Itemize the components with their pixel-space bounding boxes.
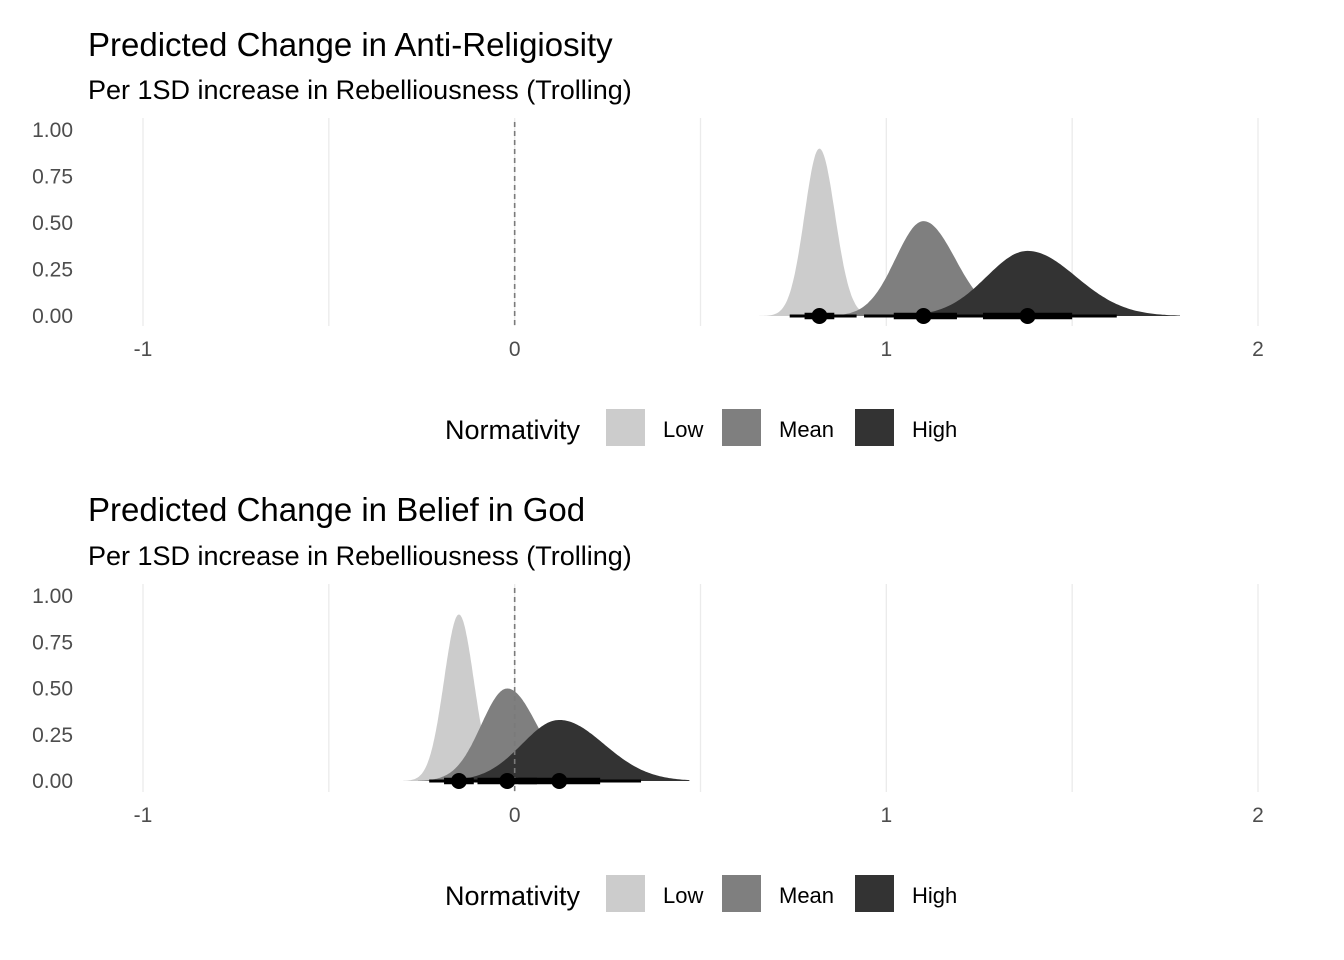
point-estimate-high <box>1019 308 1036 324</box>
legend-label-low: Low <box>663 417 703 442</box>
x-tick-label: 0 <box>509 804 521 827</box>
legend: Normativity Low Mean High <box>445 409 957 446</box>
x-tick-label: 2 <box>1252 338 1264 361</box>
legend-title: Normativity <box>445 881 581 911</box>
y-tick-labels: 0.00 0.25 0.50 0.75 1.00 <box>32 585 73 793</box>
x-tick-labels: -1 0 1 2 <box>134 338 1264 361</box>
density-areas <box>403 614 690 781</box>
x-tick-label: 1 <box>880 338 892 361</box>
grid <box>142 584 1259 792</box>
point-estimate-low <box>811 308 828 324</box>
chart-title: Predicted Change in Belief in God <box>88 491 585 528</box>
interval-markers <box>429 773 642 789</box>
y-tick-label: 0.75 <box>32 166 73 189</box>
legend-label-high: High <box>912 883 957 908</box>
legend-swatch-low <box>606 875 645 912</box>
chart-panel-belief-in-god: Predicted Change in Belief in God Per 1S… <box>32 491 1264 912</box>
density-area-low <box>745 148 902 316</box>
point-estimate-mean <box>915 308 932 324</box>
legend-label-low: Low <box>663 883 703 908</box>
density-area-mean <box>812 221 1035 316</box>
density-area-high <box>871 250 1180 316</box>
legend-label-mean: Mean <box>779 883 834 908</box>
x-tick-label: 0 <box>509 338 521 361</box>
y-tick-label: 0.00 <box>32 305 73 328</box>
y-tick-label: 0.00 <box>32 770 73 793</box>
legend-label-high: High <box>912 417 957 442</box>
y-tick-label: 1.00 <box>32 585 73 608</box>
y-tick-label: 0.25 <box>32 724 73 747</box>
chart-title: Predicted Change in Anti-Religiosity <box>88 26 613 63</box>
density-areas <box>745 148 1180 316</box>
y-tick-label: 0.25 <box>32 259 73 282</box>
legend-swatch-low <box>606 409 645 446</box>
density-area-mean <box>418 688 604 781</box>
point-estimate-high <box>551 773 568 789</box>
legend-label-mean: Mean <box>779 417 834 442</box>
y-tick-labels: 0.00 0.25 0.50 0.75 1.00 <box>32 119 73 328</box>
y-tick-label: 0.50 <box>32 678 73 701</box>
legend-title: Normativity <box>445 415 581 445</box>
legend-swatch-high <box>855 875 894 912</box>
y-tick-label: 0.75 <box>32 631 73 654</box>
chart-panel-anti-religiosity: Predicted Change in Anti-Religiosity Per… <box>32 26 1264 446</box>
chart-subtitle: Per 1SD increase in Rebelliousness (Trol… <box>88 75 632 105</box>
x-tick-label: -1 <box>134 804 153 827</box>
density-area-low <box>403 614 523 781</box>
y-tick-label: 0.50 <box>32 212 73 235</box>
x-tick-label: -1 <box>134 338 153 361</box>
legend-swatch-high <box>855 409 894 446</box>
chart-subtitle: Per 1SD increase in Rebelliousness (Trol… <box>88 541 632 571</box>
legend-swatch-mean <box>722 409 761 446</box>
legend: Normativity Low Mean High <box>445 875 957 912</box>
density-area-high <box>440 720 690 781</box>
x-tick-label: 2 <box>1252 804 1264 827</box>
interval-markers <box>789 308 1117 324</box>
legend-swatch-mean <box>722 875 761 912</box>
x-tick-labels: -1 0 1 2 <box>134 804 1264 827</box>
x-tick-label: 1 <box>880 804 892 827</box>
y-tick-label: 1.00 <box>32 119 73 142</box>
